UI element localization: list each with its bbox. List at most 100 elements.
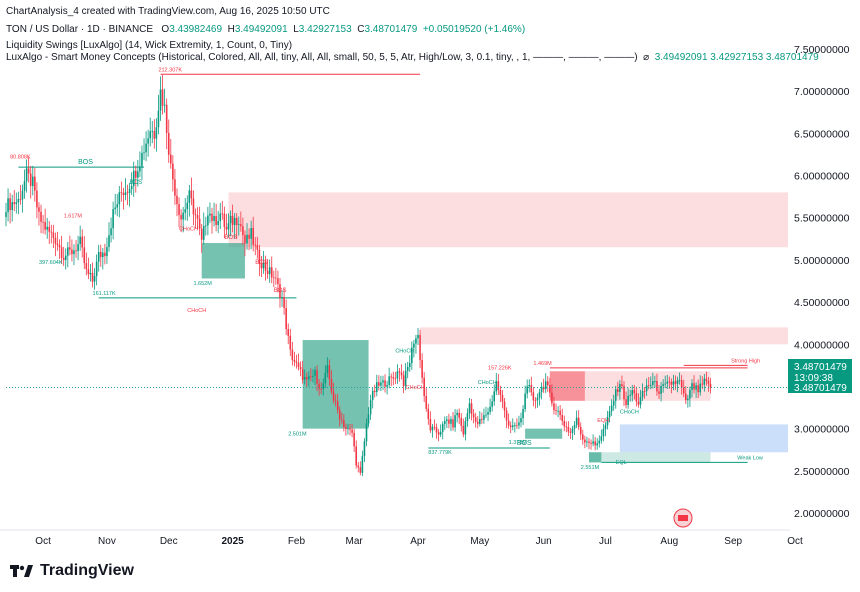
annotation-7: BOS [255, 260, 268, 266]
candle-body [34, 176, 36, 191]
price-axis: 7.50000000 7.00000000 6.50000000 6.00000000… [794, 44, 850, 520]
candle-body [42, 221, 44, 223]
candle-body [23, 181, 26, 191]
price-tick-label: 5.50000000 [794, 213, 850, 225]
candle-body [388, 376, 390, 385]
candle-body [487, 411, 489, 415]
candle-body [340, 419, 343, 421]
candle-body [281, 297, 283, 299]
candle-body [481, 418, 483, 420]
candle-body [433, 426, 436, 428]
candle-body [592, 441, 594, 444]
candle-body [664, 383, 666, 385]
annotation-19: 2.551M [581, 465, 600, 471]
candle-body [324, 373, 327, 384]
candle-body [549, 385, 551, 393]
price-tag-box [788, 359, 852, 393]
candle-body [310, 376, 312, 378]
candle-body [297, 362, 300, 368]
candle-body [44, 222, 46, 230]
candle-body [598, 440, 601, 444]
candle-body [439, 431, 442, 435]
structure-level-label-6: Weak Low [737, 455, 763, 461]
candle-body [110, 228, 112, 236]
candle-body [355, 446, 357, 466]
low-value: 3.42927153 [298, 24, 352, 35]
zone-demand-6 [302, 340, 369, 429]
candle-body [163, 104, 166, 106]
candle-body [106, 247, 108, 257]
zones-layer [201, 192, 789, 463]
candle-body [456, 412, 458, 416]
candle-body [588, 441, 590, 443]
candle-body [50, 231, 53, 233]
candle-body [641, 391, 644, 398]
candle-body [485, 414, 487, 416]
candle-body [614, 389, 617, 401]
annotation-4: CHoCH [179, 226, 198, 232]
annotation-8: BOS [274, 288, 287, 294]
time-tick-label: Jun [536, 536, 552, 547]
candle-body [656, 381, 658, 392]
candle-body [122, 192, 125, 196]
annotation-14: CHoCH [478, 380, 497, 386]
candle-body [384, 380, 386, 387]
candle-body [233, 217, 236, 225]
candle-body [411, 347, 413, 364]
indicator-smc[interactable]: LuxAlgo - Smart Money Concepts (Historic… [6, 52, 819, 63]
hidden-eye-icon[interactable]: ⌀ [643, 52, 650, 63]
structure-level-label-1: BOS [78, 159, 93, 166]
candle-body [151, 131, 154, 132]
annotation-15: 837.779K [428, 450, 452, 456]
candle-body [376, 382, 378, 393]
tradingview-logo[interactable]: TradingView [10, 562, 134, 580]
symbol-title[interactable]: TON / US Dollar · 1D · BINANCE [6, 24, 154, 35]
candle-body [308, 376, 310, 380]
candle-body [476, 421, 479, 424]
candle-body [522, 409, 524, 419]
candle-body [503, 401, 506, 411]
candle-body [623, 385, 625, 400]
candle-body [207, 215, 209, 226]
candle-body [52, 232, 55, 238]
candle-body [544, 381, 547, 390]
candle-body [429, 419, 432, 431]
candle-body [582, 434, 584, 440]
candle-body [104, 252, 106, 257]
zone-supply-1 [420, 327, 788, 345]
annotation-2: 397.604K [39, 260, 63, 266]
candle-body [244, 235, 246, 244]
candle-body [466, 413, 469, 422]
candle-body [330, 379, 333, 392]
candle-body [134, 170, 137, 178]
candle-body [526, 386, 528, 394]
candle-body [373, 390, 376, 393]
candle-body [402, 375, 405, 386]
low-label: L [293, 24, 299, 35]
candle-body [334, 400, 337, 402]
candle-body [627, 395, 629, 405]
candle-body [192, 198, 195, 215]
candle-body [240, 224, 242, 227]
candle-body [81, 236, 84, 248]
candle-body [5, 212, 7, 217]
price-tag-price-2: 3.48701479 [794, 383, 847, 394]
price-tick-label: 4.00000000 [794, 339, 850, 351]
candle-body [312, 376, 314, 378]
candle-body [637, 401, 640, 405]
time-tick-label: May [470, 536, 489, 547]
candle-body [612, 400, 615, 406]
candle-body [258, 249, 261, 264]
time-axis: Oct Nov Dec 2025 Feb Mar Apr May Jun Jul Aug Sep Oct [35, 536, 803, 547]
candle-body [69, 247, 71, 250]
candle-body [11, 202, 13, 211]
candle-body [79, 236, 81, 245]
candle-body [462, 425, 465, 435]
candle-body [285, 308, 287, 330]
candle-body [132, 170, 135, 187]
candle-body [328, 365, 331, 380]
indicator-liquidity-swings[interactable]: Liquidity Swings [LuxAlgo] (14, Wick Ext… [6, 40, 293, 51]
candle-body [367, 414, 370, 424]
candle-body [305, 377, 308, 380]
